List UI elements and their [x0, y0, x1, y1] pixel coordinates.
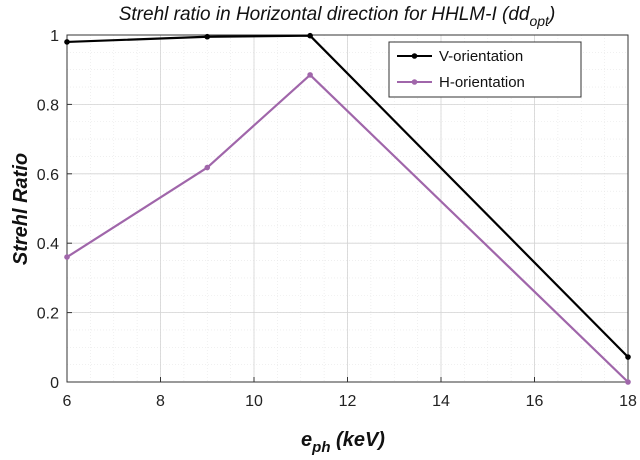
data-point-v-orientation [64, 39, 70, 45]
y-tick-label: 1 [50, 28, 59, 45]
x-tick-label: 12 [339, 393, 357, 410]
legend-label-h-orientation: H-orientation [439, 74, 525, 91]
y-tick-label: 0.4 [37, 236, 59, 253]
legend-label-v-orientation: V-orientation [439, 48, 523, 65]
y-axis-label: Strehl Ratio [10, 153, 32, 265]
data-point-h-orientation [625, 379, 631, 385]
chart-title-main: Strehl ratio in Horizontal direction for… [119, 4, 531, 25]
x-axis-label-subscript: ph [311, 439, 330, 456]
y-tick-label: 0.8 [37, 97, 59, 114]
chart-title-subscript: opt [529, 13, 550, 29]
x-tick-label: 18 [619, 393, 637, 410]
axis-ticks: 6 8 10 12 14 16 18 0 0.2 0.4 0.6 0.8 1 [37, 28, 637, 410]
series-line-h-orientation [66, 73, 629, 383]
x-tick-label: 16 [526, 393, 544, 410]
y-tick-label: 0 [50, 375, 59, 392]
chart-title: Strehl ratio in Horizontal direction for… [119, 4, 556, 29]
data-point-v-orientation [307, 32, 313, 39]
legend-marker-v-orientation [411, 53, 418, 59]
legend: V-orientation H-orientation [388, 41, 582, 98]
data-point-v-orientation [625, 354, 631, 360]
y-tick-label: 0.6 [37, 167, 59, 184]
series-line-v-orientation [66, 34, 629, 358]
x-tick-label: 14 [432, 393, 450, 410]
legend-marker-h-orientation [411, 79, 418, 85]
data-point-h-orientation [64, 254, 70, 260]
series-layer [64, 32, 631, 385]
chart-title-end: ) [547, 4, 555, 25]
data-point-h-orientation [307, 72, 313, 78]
x-tick-label: 8 [156, 393, 165, 410]
data-point-v-orientation [204, 33, 211, 40]
y-tick-label: 0.2 [37, 306, 59, 323]
x-tick-label: 10 [245, 393, 263, 410]
x-axis-label-main: e [301, 429, 312, 451]
x-tick-label: 6 [63, 393, 72, 410]
x-axis-label-end: (keV) [330, 429, 385, 451]
legend-box [388, 41, 582, 98]
x-axis-label: eph (keV) [301, 429, 385, 456]
data-point-h-orientation [204, 164, 211, 171]
